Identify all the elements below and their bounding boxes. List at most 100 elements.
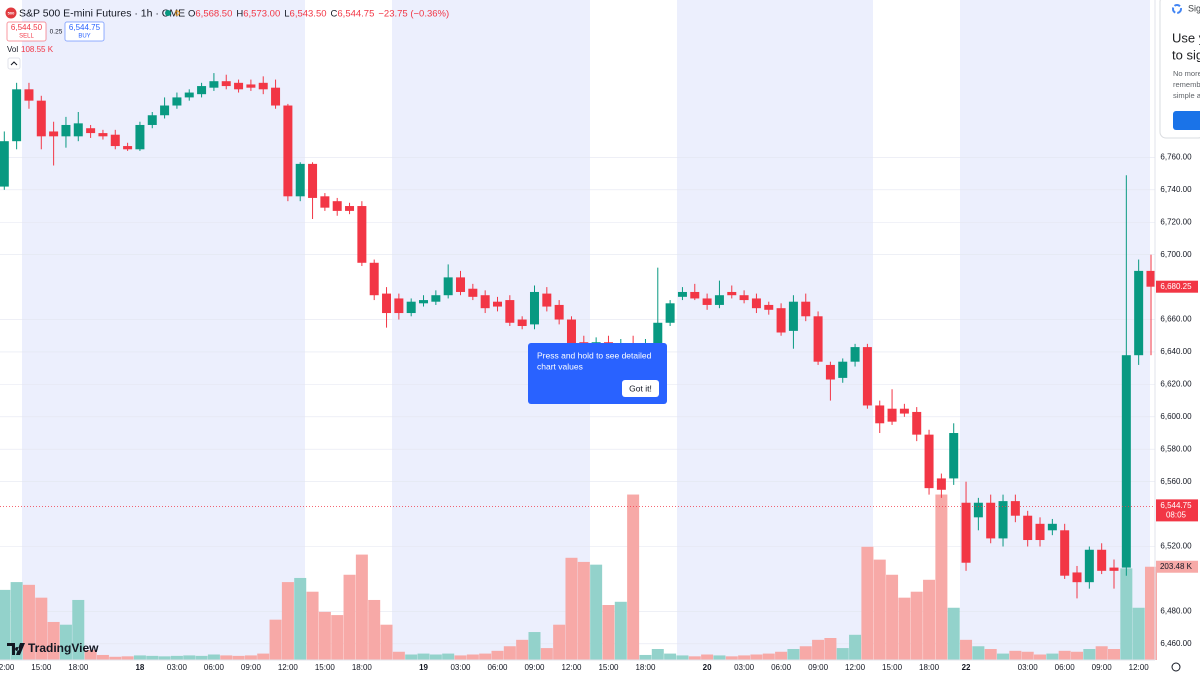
volume-bar bbox=[824, 638, 837, 660]
x-tick-label: 22 bbox=[962, 663, 971, 672]
candle-body bbox=[887, 408, 897, 422]
last-volume-label: 203.48 K bbox=[1160, 562, 1193, 571]
candle-body bbox=[554, 304, 564, 320]
candle-body bbox=[0, 141, 9, 187]
volume-bar bbox=[540, 648, 553, 660]
volume-bar bbox=[516, 639, 529, 660]
candle-body bbox=[308, 163, 318, 198]
candle-body bbox=[727, 291, 737, 296]
x-tick-label: 18:00 bbox=[68, 663, 89, 672]
candle-body bbox=[986, 502, 996, 539]
volume-bar bbox=[651, 649, 664, 660]
volume-bar bbox=[10, 582, 23, 660]
symbol-title[interactable]: S&P 500 E-mini Futures · 1h · CME bbox=[19, 7, 185, 19]
x-tick-label: 03:00 bbox=[734, 663, 755, 672]
candle-body bbox=[739, 295, 749, 301]
candle-body bbox=[899, 408, 909, 414]
candle-body bbox=[973, 502, 983, 518]
x-tick-label: 12:00 bbox=[561, 663, 582, 672]
last-volume-box bbox=[1156, 560, 1198, 573]
volume-bar bbox=[725, 656, 738, 660]
volume-bar bbox=[886, 574, 899, 660]
settings-icon[interactable] bbox=[1171, 662, 1181, 672]
volume-bar bbox=[947, 607, 960, 660]
sell-button[interactable] bbox=[6, 21, 47, 42]
y-tick-label: 6,580.00 bbox=[1160, 444, 1192, 453]
volume-bar bbox=[762, 653, 775, 660]
ohlc-value: 6,544.75 bbox=[337, 8, 374, 19]
candle-body bbox=[12, 89, 22, 142]
x-tick-label: 03:00 bbox=[1018, 663, 1039, 672]
buy-button[interactable] bbox=[64, 21, 105, 42]
symbol-badge[interactable] bbox=[5, 7, 17, 19]
volume-bar bbox=[664, 653, 677, 660]
candle-body bbox=[73, 123, 83, 137]
volume-bar bbox=[244, 655, 257, 660]
volume-bar bbox=[577, 561, 590, 660]
got-it-button[interactable] bbox=[622, 380, 659, 397]
volume-bar bbox=[972, 646, 985, 660]
volume-bar bbox=[454, 655, 467, 660]
volume-title: Vol bbox=[7, 45, 18, 54]
candle-body bbox=[998, 501, 1008, 539]
sell-label: SELL bbox=[19, 34, 34, 40]
volume-bar bbox=[1120, 568, 1133, 660]
x-tick-label: 18 bbox=[135, 663, 144, 672]
ohlc-value: 6,568.50 bbox=[195, 8, 232, 19]
volume-bar bbox=[392, 651, 405, 660]
y-tick-label: 6,720.00 bbox=[1160, 217, 1192, 226]
candle-body bbox=[456, 277, 466, 292]
x-tick-label: 18:00 bbox=[919, 663, 940, 672]
candle-body bbox=[1023, 515, 1033, 541]
volume-bar bbox=[639, 654, 652, 660]
logo-icon bbox=[7, 643, 25, 655]
volume-bar bbox=[59, 624, 72, 660]
candle-body bbox=[419, 300, 429, 304]
volume-bar bbox=[935, 494, 948, 660]
candle-body bbox=[24, 89, 34, 101]
volume-bar bbox=[873, 559, 886, 660]
x-tick-label: 12:00 bbox=[845, 663, 866, 672]
popup-button[interactable] bbox=[1173, 111, 1200, 130]
volume-bar bbox=[72, 599, 85, 660]
candle-body bbox=[813, 316, 823, 362]
buy-price: 6,544.75 bbox=[69, 23, 101, 32]
candle-body bbox=[61, 124, 71, 137]
volume-bar bbox=[701, 654, 714, 660]
candle-body bbox=[825, 364, 835, 380]
candle-body bbox=[1109, 567, 1119, 571]
volume-bar bbox=[750, 654, 763, 660]
y-tick-label: 6,560.00 bbox=[1160, 477, 1192, 486]
volume-bar bbox=[898, 597, 911, 660]
y-tick-label: 6,700.00 bbox=[1160, 250, 1192, 259]
volume-bar bbox=[170, 655, 183, 660]
volume-bar bbox=[491, 650, 504, 660]
y-tick-label: 6,740.00 bbox=[1160, 185, 1192, 194]
x-tick-label: 15:00 bbox=[598, 663, 619, 672]
y-tick-label: 6,660.00 bbox=[1160, 315, 1192, 324]
x-tick-label: 18:00 bbox=[635, 663, 656, 672]
google-popup: Sig Use y to sig No more rememb simple a bbox=[1159, 0, 1200, 139]
collapse-button[interactable] bbox=[7, 57, 21, 70]
volume-bar bbox=[676, 655, 689, 660]
ohlc-key: O bbox=[188, 8, 195, 19]
volume-bar bbox=[158, 656, 171, 660]
x-tick-label: 15:00 bbox=[315, 663, 336, 672]
sell-price: 6,544.50 bbox=[11, 23, 43, 32]
candle-body bbox=[949, 433, 959, 479]
volume-bar bbox=[281, 582, 294, 660]
candle-body bbox=[147, 115, 157, 125]
volume-bar bbox=[503, 646, 516, 660]
candle-body bbox=[529, 291, 539, 325]
volume-bar bbox=[602, 605, 615, 660]
x-tick-label: 06:00 bbox=[1055, 663, 1076, 672]
volume-bar bbox=[627, 494, 640, 660]
popup-body: No more bbox=[1173, 69, 1200, 78]
candle-body bbox=[653, 322, 663, 346]
popup-heading: to sig bbox=[1172, 47, 1200, 62]
volume-bar bbox=[96, 654, 109, 660]
volume-bar bbox=[355, 554, 368, 660]
volume-bar bbox=[849, 634, 862, 660]
candle-body bbox=[295, 163, 305, 197]
